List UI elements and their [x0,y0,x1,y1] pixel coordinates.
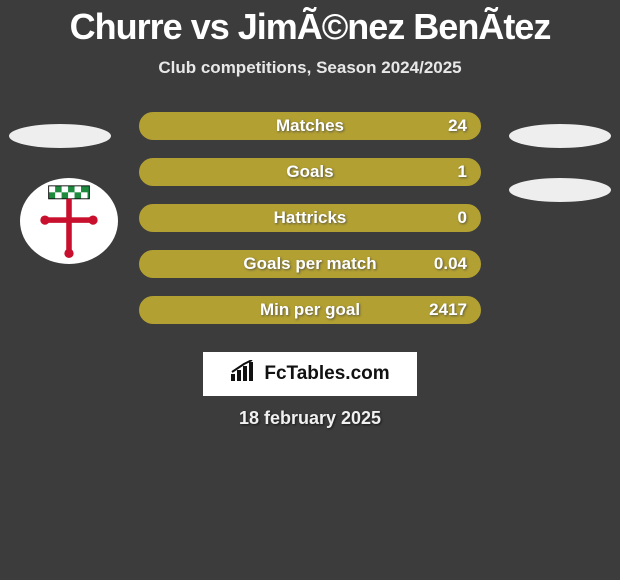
stat-bar-hattricks: Hattricks 0 [139,204,481,232]
stat-label: Matches [276,116,344,136]
brand-text: FcTables.com [264,363,389,385]
stat-value: 1 [458,162,467,182]
stat-label: Goals [286,162,333,182]
stat-value: 2417 [429,300,467,320]
stat-value: 24 [448,116,467,136]
stat-bar-gpm: Goals per match 0.04 [139,250,481,278]
stat-bar-goals: Goals 1 [139,158,481,186]
page-subtitle: Club competitions, Season 2024/2025 [0,58,620,78]
stat-label: Hattricks [274,208,347,228]
stat-value: 0 [458,208,467,228]
stat-bar-matches: Matches 24 [139,112,481,140]
brand-chart-icon [230,360,258,388]
stat-label: Goals per match [243,254,376,274]
page-title: Churre vs JimÃ©nez BenÃ­tez [0,0,620,48]
footer-date: 18 february 2025 [0,408,620,429]
stat-bar-mpg: Min per goal 2417 [139,296,481,324]
stat-bars: Matches 24 Goals 1 Hattricks 0 Goals per… [139,112,481,324]
stats-column: Matches 24 Goals 1 Hattricks 0 Goals per… [0,112,620,324]
brand-link[interactable]: FcTables.com [203,352,417,396]
stat-label: Min per goal [260,300,360,320]
stat-value: 0.04 [434,254,467,274]
